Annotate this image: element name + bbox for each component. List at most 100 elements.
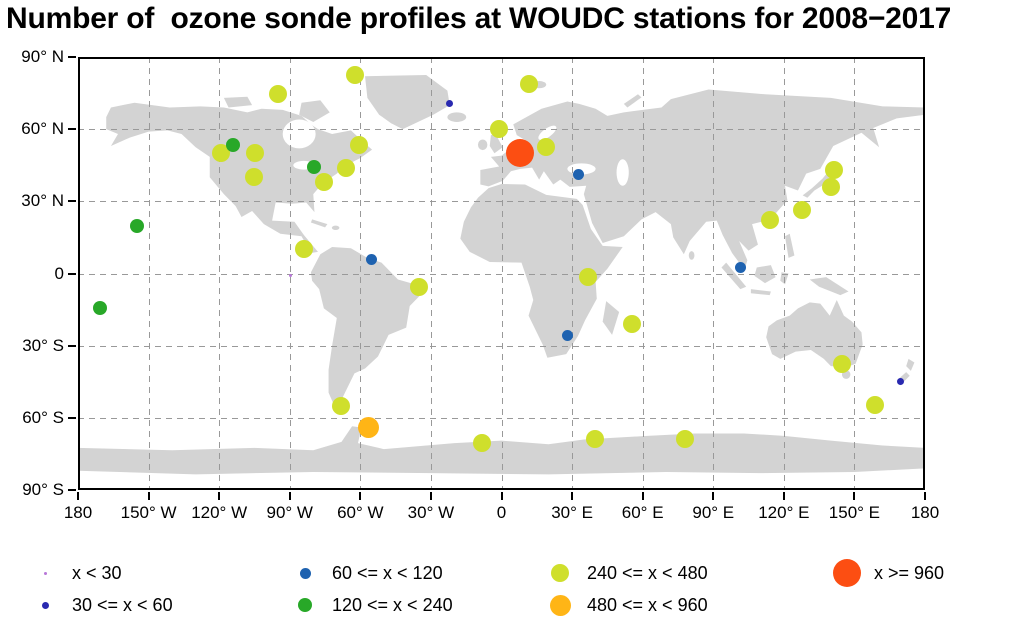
legend-dot-slot — [543, 564, 577, 582]
gridline-parallel — [78, 201, 925, 203]
map-plot-area — [78, 57, 925, 490]
lon-tick-label: 60° W — [337, 503, 384, 522]
lat-tick-mark — [68, 128, 76, 131]
lon-tick-label: 180 — [63, 503, 93, 522]
station-dot — [306, 160, 321, 175]
legend-dot — [549, 594, 571, 616]
lon-tick-label: 90° W — [266, 503, 313, 522]
lon-tick-mark — [500, 492, 503, 500]
station-dot — [314, 173, 333, 192]
legend-item: 480 <= x < 960 — [543, 590, 708, 620]
lat-tick-label: 30° S — [22, 335, 64, 355]
island-novaya-zemlya — [623, 94, 642, 108]
station-dot — [562, 330, 574, 342]
station-dot — [226, 137, 241, 152]
continent-africa — [460, 184, 623, 358]
lat-tick-label: 0 — [54, 263, 64, 283]
islands-philippines — [785, 233, 795, 258]
lat-tick-label: 60° S — [22, 407, 64, 427]
island-cuba — [310, 219, 328, 228]
legend-item: 240 <= x < 480 — [543, 558, 708, 588]
station-dot — [623, 315, 642, 334]
legend-item: 30 <= x < 60 — [28, 590, 173, 620]
gridline-parallel — [78, 345, 925, 347]
island-sumatra — [721, 262, 747, 290]
legend-item: x < 30 — [28, 558, 122, 588]
station-dot — [506, 139, 535, 168]
lon-tick-label: 60° E — [621, 503, 664, 522]
station-dot — [211, 144, 230, 163]
lat-tick-label: 90° S — [22, 480, 64, 499]
station-dot — [294, 240, 313, 259]
lon-tick-mark — [712, 492, 715, 500]
station-dot — [520, 74, 539, 93]
station-dot — [93, 300, 108, 315]
new-zealand-north — [906, 358, 915, 371]
station-dot — [472, 434, 491, 453]
station-dot — [833, 355, 852, 374]
station-dot — [676, 429, 695, 448]
lon-tick-mark — [359, 492, 362, 500]
continent-eurasia — [480, 89, 925, 270]
legend-dot-slot — [830, 559, 864, 587]
island-baffin — [299, 100, 330, 122]
station-dot — [446, 100, 454, 108]
legend-label: 480 <= x < 960 — [587, 594, 708, 615]
lat-tick-mark — [68, 272, 76, 275]
continent-australia — [766, 299, 863, 367]
legend-dot — [43, 571, 47, 575]
station-dot — [129, 219, 144, 234]
plot-layers — [78, 57, 925, 490]
station-dot — [331, 396, 350, 415]
gridline-parallel — [78, 273, 925, 275]
legend-label: 120 <= x < 240 — [332, 594, 453, 615]
lon-tick-label: 30° E — [551, 503, 593, 522]
legend: x < 30 30 <= x < 60 60 <= x < 120 120 <= x … — [0, 552, 1011, 622]
legend-dot-slot — [288, 598, 322, 612]
legend-item: 120 <= x < 240 — [288, 590, 453, 620]
station-dot — [350, 136, 369, 155]
island-ireland — [477, 139, 488, 151]
station-dot — [897, 378, 905, 386]
station-dot — [866, 395, 885, 414]
station-dot — [289, 274, 293, 278]
legend-dot — [833, 559, 861, 587]
station-dot — [366, 254, 378, 266]
legend-dot-slot — [28, 601, 62, 609]
legend-dot — [299, 567, 311, 579]
station-dot — [735, 261, 747, 273]
legend-dot-slot — [28, 571, 62, 575]
plot-title: Number of ozone sonde profiles at WOUDC … — [6, 2, 952, 35]
lon-tick-mark — [218, 492, 221, 500]
hudson-bay — [282, 119, 316, 149]
station-dot — [268, 84, 287, 103]
island-java — [750, 289, 771, 296]
station-dot — [537, 138, 556, 157]
gridline-parallel — [78, 417, 925, 419]
island-madagascar — [602, 301, 620, 335]
caspian-sea — [616, 159, 629, 186]
station-dot — [336, 158, 355, 177]
station-dot — [246, 143, 265, 162]
lon-tick-mark — [288, 492, 291, 500]
island-victoria — [223, 96, 253, 108]
island-great-britain — [489, 133, 503, 154]
lon-tick-label: 180 — [910, 503, 940, 522]
lon-tick-label: 150° W — [120, 503, 177, 522]
station-dot — [244, 168, 263, 187]
legend-label: x < 30 — [72, 562, 122, 583]
lon-tick-mark — [571, 492, 574, 500]
lon-tick-mark — [782, 492, 785, 500]
legend-dot-slot — [543, 594, 577, 616]
lon-tick-mark — [641, 492, 644, 500]
greenland — [365, 75, 450, 130]
continent-south-america — [310, 247, 421, 408]
island-sri-lanka — [688, 251, 695, 260]
lat-tick-mark — [68, 200, 76, 203]
station-dot — [792, 201, 811, 220]
station-dot — [824, 160, 843, 179]
lon-tick-label: 120° W — [191, 503, 248, 522]
legend-label: 30 <= x < 60 — [72, 594, 173, 615]
station-dot — [409, 278, 428, 297]
